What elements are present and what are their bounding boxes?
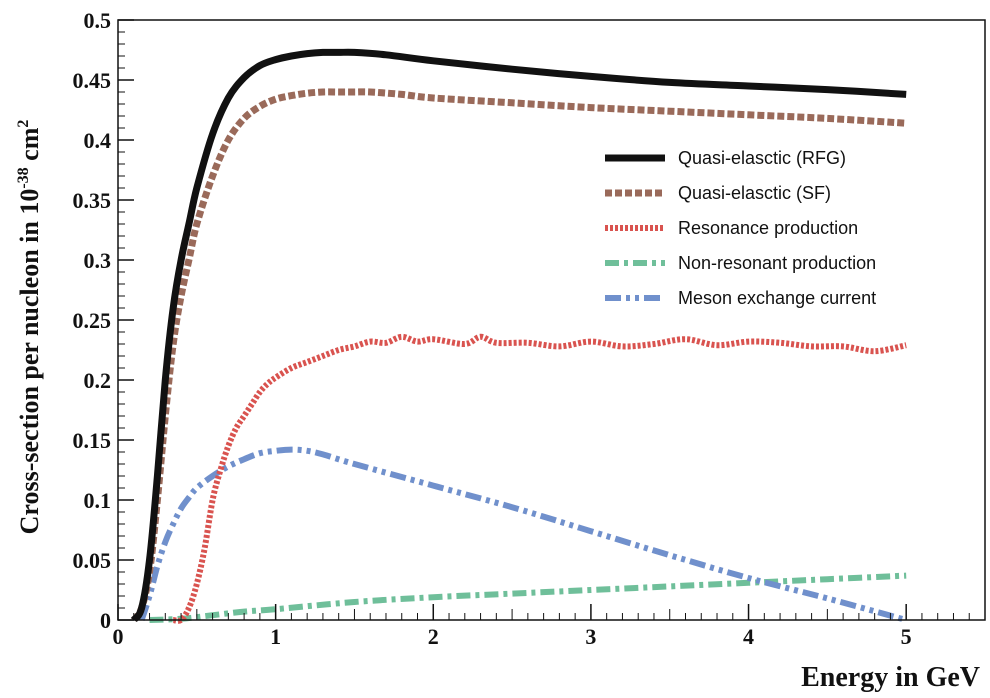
y-tick-label: 0.05 xyxy=(73,548,112,573)
y-axis-title-unit-exponent: 2 xyxy=(15,120,32,128)
y-tick-label: 0.4 xyxy=(84,128,112,153)
x-tick-label: 4 xyxy=(743,624,754,649)
x-tick-label: 2 xyxy=(428,624,439,649)
x-tick-label: 5 xyxy=(901,624,912,649)
y-tick-label: 0.3 xyxy=(84,248,112,273)
legend-label-5: Meson exchange current xyxy=(678,288,876,308)
y-tick-label: 0.35 xyxy=(73,188,112,213)
y-tick-label: 0 xyxy=(100,608,111,633)
y-tick-label: 0.1 xyxy=(84,488,112,513)
plot-frame xyxy=(117,19,986,621)
series-line-2 xyxy=(130,88,907,623)
x-tick-label: 3 xyxy=(585,624,596,649)
axis-ticks xyxy=(117,19,986,621)
y-tick-label: 0.2 xyxy=(84,368,112,393)
legend-label-4: Non-resonant production xyxy=(678,253,876,273)
y-axis-title-unit: cm xyxy=(15,127,44,167)
x-axis-title: Energy in GeV xyxy=(801,662,980,693)
x-tick-label: 0 xyxy=(113,624,124,649)
legend-label-3: Resonance production xyxy=(678,218,858,238)
y-tick-label: 0.25 xyxy=(73,308,112,333)
plot-lines xyxy=(130,48,907,624)
legend-label-2: Quasi-elasctic (SF) xyxy=(678,183,831,203)
y-tick-label: 0.5 xyxy=(84,8,112,33)
y-tick-label: 0.45 xyxy=(73,68,112,93)
tick-labels: 0 1 2 3 4 5 0 0.05 0.1 0.15 0.2 0.25 0.3 0.35 0.4 0.45 0… xyxy=(73,8,912,649)
x-tick-label: 1 xyxy=(270,624,281,649)
y-axis-title: Cross-section per nucleon in 10-38 cm2 xyxy=(15,120,44,535)
y-axis-title-exponent: -38 xyxy=(15,167,32,188)
legend-label-1: Quasi-elasctic (RFG) xyxy=(678,148,846,168)
y-axis-title-text: Cross-section per nucleon in 10 xyxy=(15,189,44,535)
series-line-1 xyxy=(130,48,907,623)
series-line-3 xyxy=(172,333,907,624)
series-line-4 xyxy=(149,572,907,623)
series-line-5 xyxy=(138,446,907,623)
y-tick-label: 0.15 xyxy=(73,428,112,453)
legend: Quasi-elasctic (RFG) Quasi-elasctic (SF) R… xyxy=(605,148,876,308)
